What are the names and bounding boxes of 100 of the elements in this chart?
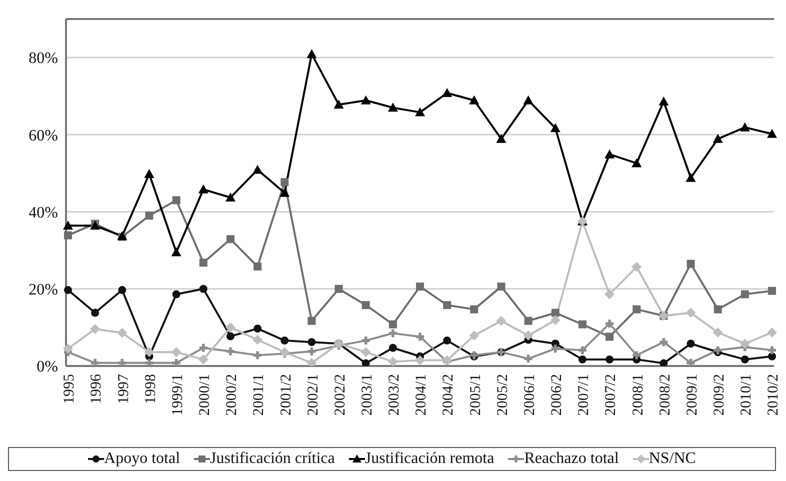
point — [632, 305, 641, 314]
x-tick-label: 2007/2 — [603, 374, 620, 416]
point — [225, 322, 236, 332]
point — [416, 332, 424, 341]
point — [144, 347, 154, 358]
point — [606, 355, 614, 364]
point — [388, 320, 397, 328]
x-tick-label: 2008/2 — [657, 374, 674, 416]
point — [254, 324, 262, 333]
point — [740, 122, 750, 132]
point — [144, 168, 154, 178]
point — [226, 235, 234, 244]
point — [443, 301, 452, 310]
point — [64, 286, 72, 294]
point — [280, 188, 290, 197]
point — [145, 358, 154, 366]
point — [442, 88, 452, 98]
point — [686, 260, 695, 268]
legend-label: Apoyo total — [104, 450, 180, 468]
legend-label: Justificación crítica — [210, 450, 335, 468]
x-tick-label: 1997 — [116, 374, 132, 404]
point — [497, 282, 506, 291]
legend-label: Reachazo total — [524, 450, 619, 468]
x-tick-label: 2001/2 — [278, 374, 294, 416]
point — [740, 338, 750, 349]
point — [740, 355, 749, 364]
point — [415, 355, 425, 366]
point — [388, 102, 398, 112]
y-tick-label: 0% — [36, 358, 58, 376]
point — [91, 308, 100, 317]
point — [768, 286, 776, 295]
point — [63, 344, 73, 354]
point — [306, 49, 317, 58]
point — [604, 289, 615, 300]
y-tick-label: 40% — [28, 204, 58, 222]
point — [632, 158, 642, 168]
point — [469, 330, 480, 341]
x-tick-label: 2004/1 — [414, 374, 430, 416]
point — [64, 231, 72, 240]
point — [767, 128, 777, 138]
x-tick-label: 2000/2 — [224, 374, 240, 416]
point — [470, 305, 478, 314]
x-tick-label: 2001/1 — [251, 374, 268, 416]
point — [63, 220, 73, 230]
y-tick-label: 60% — [28, 127, 58, 144]
point — [551, 308, 560, 317]
point — [388, 344, 397, 352]
x-tick-label: 2006/1 — [522, 374, 538, 416]
point — [199, 284, 208, 293]
point — [550, 315, 560, 326]
point — [388, 329, 397, 338]
point — [145, 212, 154, 220]
point — [225, 192, 236, 202]
point — [280, 347, 290, 358]
y-tick-label: 80% — [28, 50, 58, 68]
point — [308, 338, 316, 346]
point — [578, 346, 586, 354]
point — [442, 355, 452, 366]
point — [578, 320, 586, 328]
legend-label: Justificación remota — [364, 450, 494, 468]
x-tick-label: 1996 — [88, 374, 105, 404]
x-tick-label: 2009/1 — [684, 374, 700, 416]
point — [632, 351, 641, 360]
point — [496, 316, 506, 326]
point — [551, 344, 560, 353]
point — [334, 284, 343, 293]
point — [523, 330, 534, 341]
x-tick-label: 2008/1 — [630, 374, 646, 416]
x-tick-label: 2002/2 — [332, 374, 348, 416]
x-tick-label: 1999/1 — [170, 374, 186, 416]
point — [362, 301, 370, 310]
point — [252, 164, 263, 174]
point — [280, 178, 289, 186]
point — [604, 149, 615, 158]
x-tick-label: 1995 — [62, 374, 78, 404]
point — [768, 346, 776, 354]
x-tick-label: 2009/2 — [711, 374, 728, 416]
point — [252, 334, 263, 345]
point — [334, 100, 344, 109]
point — [172, 290, 180, 298]
point — [226, 347, 234, 356]
x-tick-label: 2007/1 — [576, 374, 592, 416]
point — [606, 332, 614, 341]
x-tick-label: 2005/1 — [468, 374, 484, 416]
point — [524, 316, 532, 325]
point — [660, 338, 668, 346]
point — [308, 316, 316, 325]
x-tick-label: 2006/2 — [549, 374, 566, 416]
point — [712, 327, 723, 338]
x-tick-label: 2003/2 — [386, 374, 403, 416]
point — [524, 354, 532, 363]
point — [172, 196, 180, 204]
point — [362, 359, 370, 366]
point — [712, 134, 723, 143]
point — [91, 358, 100, 366]
point — [118, 286, 126, 294]
x-tick-label: 2010/1 — [738, 374, 755, 416]
x-tick-label: 2000/1 — [197, 374, 214, 416]
point — [658, 96, 669, 106]
point — [172, 358, 180, 366]
